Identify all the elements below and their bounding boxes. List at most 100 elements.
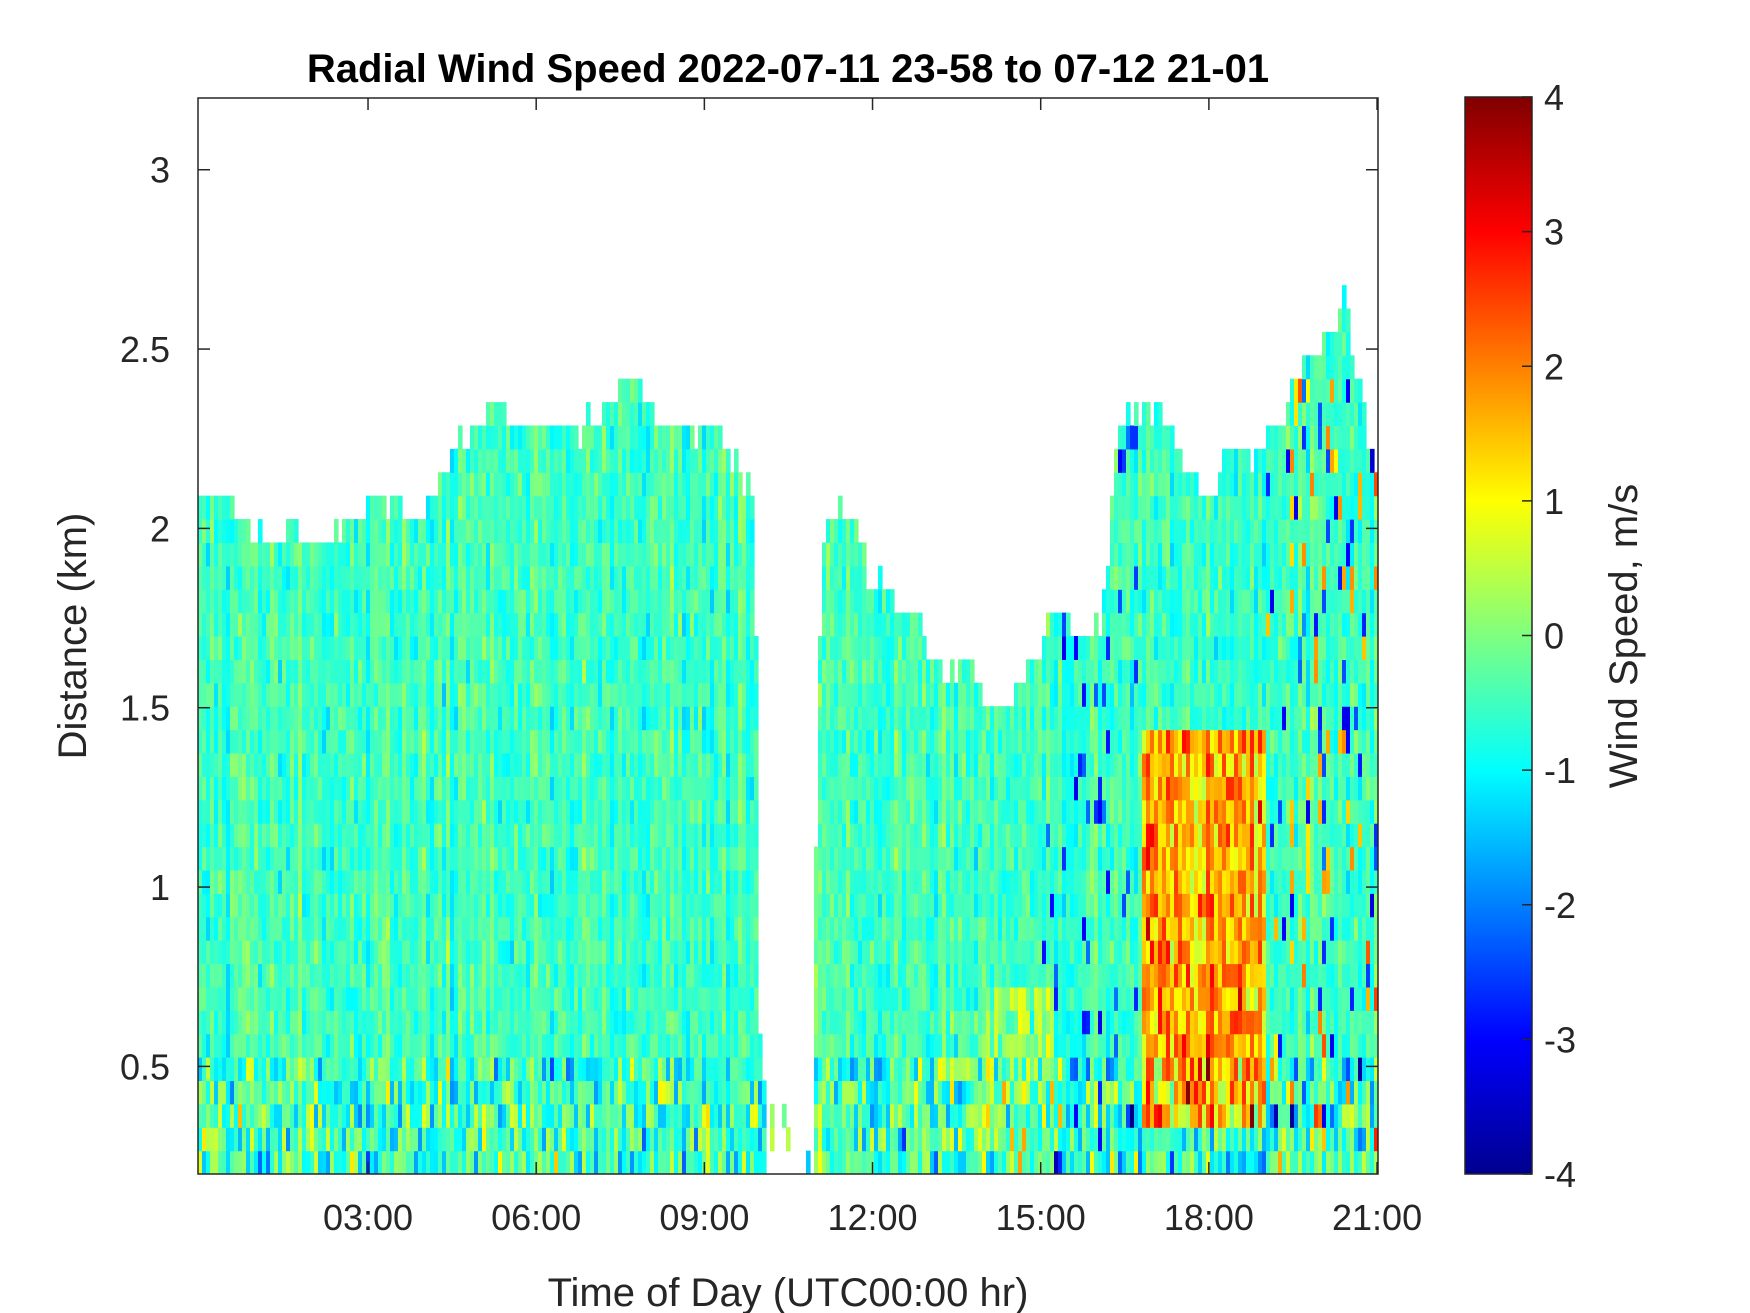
heatmap-cell: [278, 823, 283, 848]
heatmap-cell: [398, 776, 403, 801]
heatmap-cell: [426, 963, 431, 988]
heatmap-cell: [394, 916, 399, 941]
heatmap-cell: [238, 682, 243, 707]
heatmap-cell: [354, 846, 359, 871]
heatmap-cell: [542, 636, 547, 660]
heatmap-cell: [562, 495, 567, 520]
heatmap-cell: [386, 565, 391, 590]
heatmap-cell: [466, 893, 471, 918]
heatmap-cell: [494, 682, 499, 707]
heatmap-cell: [630, 519, 635, 544]
heatmap-cell: [534, 425, 539, 450]
heatmap-cell: [254, 916, 259, 941]
heatmap-cell: [734, 846, 739, 871]
heatmap-cell: [498, 1150, 503, 1174]
heatmap-cell: [634, 869, 639, 894]
heatmap-cell: [430, 542, 435, 567]
heatmap-cell: [450, 472, 455, 497]
heatmap-cell: [238, 986, 243, 1011]
heatmap-cell: [510, 589, 515, 614]
heatmap-cell: [198, 495, 203, 520]
heatmap-cell: [438, 1103, 443, 1128]
heatmap-cell: [606, 846, 611, 871]
heatmap-cell: [434, 682, 439, 707]
heatmap-cell: [714, 1080, 719, 1105]
heatmap-cell: [878, 1010, 883, 1035]
heatmap-cell: [442, 1080, 447, 1105]
heatmap-cell: [502, 940, 507, 965]
heatmap-cell: [438, 986, 443, 1011]
heatmap-cell: [530, 776, 535, 801]
heatmap-cell: [602, 1057, 607, 1082]
heatmap-cell: [430, 940, 435, 965]
heatmap-cell: [254, 776, 259, 801]
heatmap-cell: [310, 1010, 315, 1035]
heatmap-cell: [550, 706, 555, 731]
heatmap-cell: [738, 916, 743, 941]
heatmap-cell: [378, 729, 383, 754]
heatmap-cell: [842, 799, 847, 824]
heatmap-cell: [502, 1010, 507, 1035]
heatmap-cell: [402, 916, 407, 941]
heatmap-cell: [550, 846, 555, 871]
heatmap-cell: [590, 963, 595, 988]
heatmap-cell: [414, 1033, 419, 1058]
heatmap-cell: [538, 776, 543, 801]
heatmap-cell: [334, 565, 339, 590]
heatmap-cell: [522, 1010, 527, 1035]
heatmap-cell: [238, 823, 243, 848]
heatmap-cell: [426, 706, 431, 731]
heatmap-cell: [918, 1150, 923, 1174]
heatmap-cell: [474, 846, 479, 871]
heatmap-cell: [670, 1150, 675, 1174]
heatmap-cell: [582, 1103, 587, 1128]
heatmap-cell: [926, 1127, 931, 1152]
heatmap-cell: [554, 589, 559, 614]
heatmap-cell: [226, 1103, 231, 1128]
heatmap-cell: [258, 799, 263, 824]
heatmap-cell: [618, 589, 623, 614]
heatmap-cell: [706, 659, 711, 684]
heatmap-cell: [234, 1033, 239, 1058]
heatmap-cell: [882, 636, 887, 660]
heatmap-cell: [878, 565, 883, 590]
heatmap-cell: [670, 495, 675, 520]
heatmap-cell: [638, 706, 643, 731]
heatmap-cell: [726, 916, 731, 941]
heatmap-cell: [826, 752, 831, 777]
heatmap-cell: [246, 542, 251, 567]
heatmap-cell: [278, 940, 283, 965]
heatmap-cell: [686, 636, 691, 660]
heatmap-cell: [290, 589, 295, 614]
heatmap-cell: [870, 986, 875, 1011]
heatmap-cell: [610, 425, 615, 450]
heatmap-cell: [310, 963, 315, 988]
heatmap-cell: [546, 869, 551, 894]
heatmap-cell: [442, 1057, 447, 1082]
heatmap-cell: [894, 1057, 899, 1082]
heatmap-cell: [350, 1057, 355, 1082]
heatmap-cell: [298, 893, 303, 918]
heatmap-cell: [834, 846, 839, 871]
heatmap-cell: [858, 659, 863, 684]
heatmap-cell: [378, 846, 383, 871]
heatmap-cell: [530, 565, 535, 590]
heatmap-cell: [466, 659, 471, 684]
heatmap-cell: [914, 752, 919, 777]
heatmap-cell: [486, 636, 491, 660]
heatmap-cell: [654, 729, 659, 754]
heatmap-cell: [594, 776, 599, 801]
heatmap-cell: [350, 519, 355, 544]
heatmap-cell: [222, 823, 227, 848]
heatmap-cell: [226, 659, 231, 684]
heatmap-cell: [870, 612, 875, 637]
heatmap-cell: [226, 612, 231, 637]
heatmap-cell: [486, 402, 491, 427]
heatmap-cell: [838, 1033, 843, 1058]
heatmap-cell: [814, 1010, 819, 1035]
heatmap-cell: [578, 869, 583, 894]
heatmap-cell: [414, 542, 419, 567]
heatmap-cell: [442, 659, 447, 684]
heatmap-cell: [670, 729, 675, 754]
heatmap-cell: [726, 448, 731, 473]
